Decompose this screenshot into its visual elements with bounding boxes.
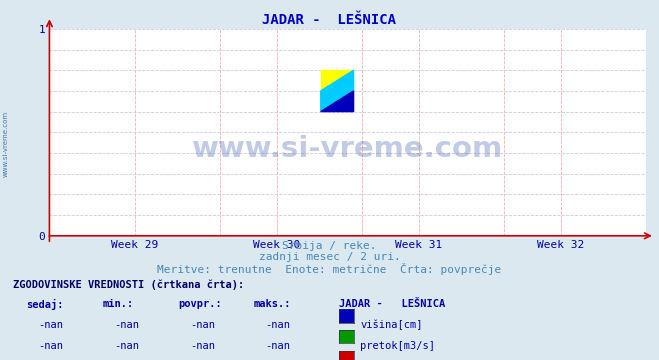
Text: www.si-vreme.com: www.si-vreme.com xyxy=(2,111,9,177)
Polygon shape xyxy=(321,70,354,91)
Text: min.:: min.: xyxy=(102,299,133,309)
Text: -nan: -nan xyxy=(190,320,215,330)
Polygon shape xyxy=(321,91,354,112)
Text: -nan: -nan xyxy=(266,320,291,330)
Text: višina[cm]: višina[cm] xyxy=(360,320,423,330)
Text: Srbija / reke.: Srbija / reke. xyxy=(282,241,377,251)
Text: -nan: -nan xyxy=(114,341,139,351)
Text: -nan: -nan xyxy=(190,341,215,351)
Text: -nan: -nan xyxy=(266,341,291,351)
Text: JADAR -   LEŠNICA: JADAR - LEŠNICA xyxy=(339,299,445,309)
Text: -nan: -nan xyxy=(38,341,63,351)
Polygon shape xyxy=(321,70,354,112)
Text: sedaj:: sedaj: xyxy=(26,299,64,310)
Text: JADAR -  LEŠNICA: JADAR - LEŠNICA xyxy=(262,13,397,27)
Text: povpr.:: povpr.: xyxy=(178,299,221,309)
Text: Meritve: trenutne  Enote: metrične  Črta: povprečje: Meritve: trenutne Enote: metrične Črta: … xyxy=(158,263,501,275)
Text: -nan: -nan xyxy=(38,320,63,330)
Text: maks.:: maks.: xyxy=(254,299,291,309)
Text: www.si-vreme.com: www.si-vreme.com xyxy=(192,135,503,163)
Text: -nan: -nan xyxy=(114,320,139,330)
Text: ZGODOVINSKE VREDNOSTI (črtkana črta):: ZGODOVINSKE VREDNOSTI (črtkana črta): xyxy=(13,279,244,289)
Text: zadnji mesec / 2 uri.: zadnji mesec / 2 uri. xyxy=(258,252,401,262)
Text: pretok[m3/s]: pretok[m3/s] xyxy=(360,341,436,351)
